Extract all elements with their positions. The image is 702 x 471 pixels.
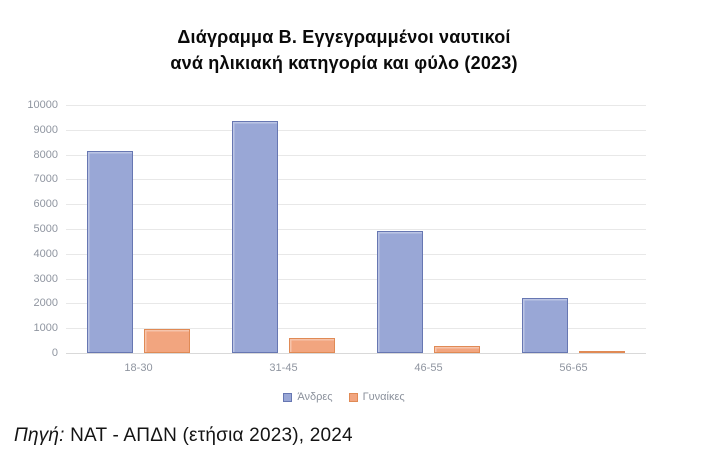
legend-marker-men: [283, 392, 293, 402]
x-axis-labels: 18-30 31-45 46-55 56-65: [66, 362, 646, 374]
y-tick-label: 6000: [33, 198, 58, 211]
gridline: [66, 278, 646, 280]
chart-title-line2: ανά ηλικιακή κατηγορία και φύλο (2023): [170, 53, 518, 73]
bar-men-31-45: [232, 121, 278, 353]
legend-item-women: Γυναίκες: [348, 391, 405, 403]
bar-group-56-65: [501, 105, 646, 353]
source-note: Πηγή: ΝΑΤ - ΑΠΔΝ (ετήσια 2023), 2024: [14, 425, 353, 447]
x-tick-label-56-65: 56-65: [559, 362, 588, 374]
legend-label-men: Άνδρες: [297, 391, 333, 403]
y-tick-label: 3000: [33, 272, 58, 285]
source-text: ΝΑΤ - ΑΠΔΝ (ετήσια 2023), 2024: [64, 425, 353, 446]
gridline: [66, 105, 646, 106]
x-tick-label-46-55: 46-55: [414, 362, 443, 374]
bar-men-18-30: [87, 150, 133, 353]
y-tick-label: 2000: [33, 297, 58, 310]
gridline: [66, 179, 646, 181]
gridline: [66, 303, 646, 305]
bar-group-46-55: [356, 105, 501, 353]
x-tick-label-31-45: 31-45: [269, 362, 298, 374]
bar-women-56-65: [579, 350, 625, 353]
y-tick-label: 1000: [33, 322, 58, 335]
x-tick-label-18-30: 18-30: [124, 362, 153, 374]
gridline: [66, 229, 646, 230]
gridline: [66, 253, 646, 255]
y-tick-label: 9000: [33, 123, 58, 136]
bar-groups: [66, 105, 646, 353]
y-tick-label: 0: [51, 347, 58, 359]
y-tick-label: 8000: [33, 148, 58, 161]
bar-women-46-55: [434, 346, 480, 353]
chart-title-line1: Διάγραμμα Β. Εγγεγραμμένοι ναυτικοί: [177, 27, 511, 47]
gridline: [66, 328, 646, 330]
bar-group-18-30: [66, 105, 211, 353]
bar-women-31-45: [289, 338, 335, 353]
bar-men-46-55: [377, 231, 423, 353]
gridline: [66, 154, 646, 156]
gridline: [66, 129, 646, 131]
bar-women-18-30: [144, 328, 190, 353]
bar-group-31-45: [211, 105, 356, 353]
gridline: [66, 204, 646, 206]
x-axis-line: [66, 353, 646, 354]
legend: Άνδρες Γυναίκες: [0, 391, 688, 403]
legend-marker-women: [348, 392, 358, 402]
bar-men-56-65: [522, 298, 568, 353]
plot-area: [66, 105, 646, 354]
source-prefix: Πηγή:: [14, 425, 65, 446]
y-tick-label: 5000: [33, 223, 58, 235]
legend-label-women: Γυναίκες: [362, 391, 405, 403]
chart-title: Διάγραμμα Β. Εγγεγραμμένοι ναυτικοί ανά …: [0, 24, 688, 76]
legend-item-men: Άνδρες: [283, 391, 333, 403]
y-tick-label: 7000: [33, 173, 58, 186]
y-tick-label: 10000: [27, 99, 58, 111]
y-tick-label: 4000: [33, 247, 58, 260]
